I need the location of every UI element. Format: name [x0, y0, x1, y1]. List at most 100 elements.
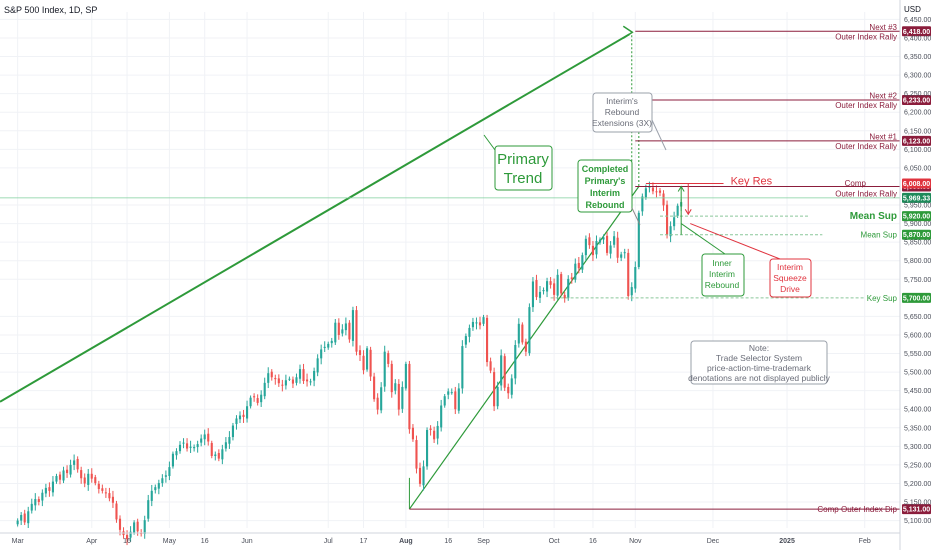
candle-body [221, 449, 224, 460]
candle-body [83, 477, 86, 484]
candle-body [168, 467, 171, 477]
x-tick-label: Jul [324, 538, 333, 545]
candle-body [436, 425, 439, 439]
candle-body [429, 428, 432, 430]
candle-body [344, 323, 347, 331]
interim-ext-text-line: Extensions (3X) [592, 118, 652, 128]
y-tick-label: 5,200.00 [904, 481, 931, 488]
y-tick-label: 6,450.00 [904, 17, 931, 24]
candle-body [55, 476, 58, 482]
key-res-label: Key Res [731, 176, 773, 188]
candle-body [595, 241, 598, 255]
candle-body [411, 427, 414, 440]
candle-body [133, 522, 136, 533]
mean-sup-label: Mean Sup [850, 211, 897, 222]
candle-body [313, 370, 316, 381]
candle-body [309, 381, 312, 383]
candle-body [366, 348, 369, 370]
candle-body [450, 392, 453, 394]
completed-pointer [631, 207, 641, 226]
y-tick-label: 6,250.00 [904, 91, 931, 98]
candle-body [147, 500, 150, 519]
primary-trend-text-line: Primary [497, 151, 549, 168]
currency-label: USD [904, 5, 921, 14]
next2-badge [902, 94, 931, 105]
candle-body [182, 442, 185, 444]
candle-body [238, 415, 242, 420]
candle-body [20, 515, 23, 521]
candle-body [291, 379, 294, 384]
next2-badge-label: 6,233.00 [903, 97, 930, 104]
candle-body [256, 398, 259, 403]
y-tick-label: 5,500.00 [904, 370, 931, 377]
candle-body [186, 443, 189, 449]
chart-grid [0, 12, 900, 528]
candle-body [189, 446, 192, 448]
candle-body [553, 283, 556, 295]
candle-body [97, 483, 100, 490]
candle-body [673, 217, 676, 227]
candle-body [80, 470, 83, 479]
candle-body [334, 322, 337, 343]
candle-body [27, 511, 30, 524]
annotations: PrimaryTrendCompletedPrimary'sInterimReb… [483, 92, 831, 385]
interim-ext-box [592, 92, 653, 133]
candle-body [341, 329, 344, 334]
interim-ext-text-line: Rebound [605, 107, 640, 117]
x-tick-label: Sep [477, 538, 490, 545]
next1-badge-label: 6,123.00 [903, 138, 930, 145]
candle-body [104, 492, 107, 494]
y-tick-label: 5,800.00 [904, 258, 931, 265]
candle-body [348, 322, 351, 340]
candle-body [387, 353, 390, 364]
candle-body [556, 274, 559, 296]
y-tick-label: 5,550.00 [904, 351, 931, 358]
candle-body [503, 356, 506, 388]
primary-trend-line [0, 33, 630, 403]
completed-text-line: Primary's [585, 176, 626, 186]
squeeze-box [769, 258, 812, 298]
candle-body [383, 351, 386, 387]
candle-body [637, 212, 640, 268]
inner-pointer [680, 223, 726, 255]
candle-body [422, 466, 425, 486]
candle-body [461, 346, 464, 389]
x-tick-label: 16 [444, 538, 452, 545]
candle-body [171, 453, 174, 467]
candle-body [362, 355, 365, 371]
keysup-badge-label: 5,700.00 [903, 295, 930, 302]
candle-body [390, 363, 393, 393]
key-sup-label: Key Sup [867, 294, 898, 303]
price-axis: 5,100.00 5,150.00 5,200.00 5,250.00 5,300.00… [899, 0, 931, 550]
y-tick-label: 5,300.00 [904, 444, 931, 451]
candle-body [588, 237, 591, 246]
comp-label: Comp [845, 179, 867, 188]
candle-body [351, 310, 354, 341]
meansup1-badge [902, 211, 931, 222]
candle-body [630, 287, 633, 296]
candle-body [376, 397, 379, 410]
candle-body [298, 369, 302, 379]
y-tick-label: 5,900.00 [904, 221, 931, 228]
y-tick-label: 6,150.00 [904, 128, 931, 135]
candle-body [397, 383, 400, 410]
candle-body [16, 520, 19, 525]
candle-body [30, 503, 33, 511]
note-text-line: denotations are not displayed publicly [688, 373, 831, 383]
candle-body [161, 478, 164, 484]
candle-body [217, 453, 220, 459]
x-tick-label: Feb [859, 538, 871, 545]
candle-body [538, 291, 542, 298]
meansup2-badge-label: 5,870.00 [903, 232, 930, 239]
note-text-line: Trade Selector System [716, 353, 802, 363]
x-tick-label: Apr [86, 538, 98, 545]
candle-body [489, 361, 492, 371]
squeeze-pointer [690, 223, 781, 260]
next3-label: Next #3 [869, 23, 897, 32]
candle-body [658, 190, 662, 193]
candle-body [581, 255, 584, 270]
candle-body [246, 406, 249, 419]
candle-body [433, 430, 436, 440]
x-tick-label: Mar [12, 538, 25, 545]
